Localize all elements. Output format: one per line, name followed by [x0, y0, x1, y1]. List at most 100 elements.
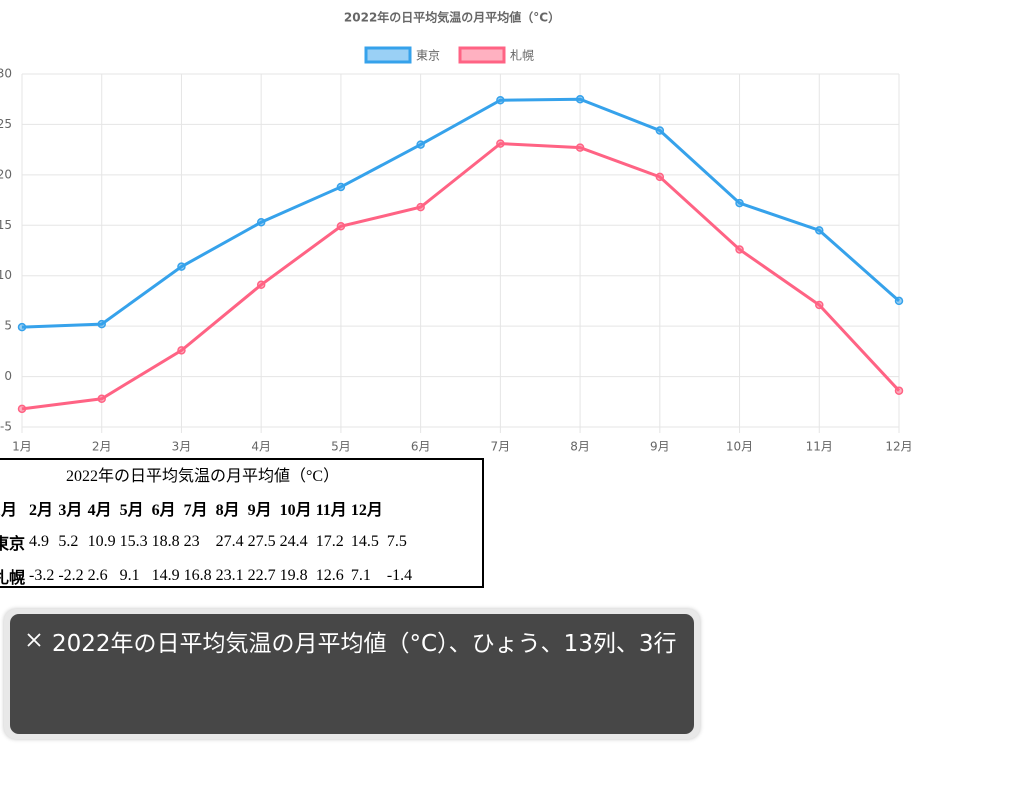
table-cell: 17.2 — [315, 533, 344, 550]
point — [256, 218, 266, 227]
column-header: 7月 — [183, 502, 208, 519]
column-header: 2月 — [29, 502, 54, 519]
row-header: 東京 — [0, 536, 26, 553]
table-cell: 22.7 — [247, 567, 276, 584]
table-title: 2022年の日平均気温の月平均値（°C） — [66, 468, 340, 485]
table-cell: -1.4 — [386, 567, 413, 584]
point — [575, 94, 585, 104]
x-tick-label: 2月 — [92, 440, 112, 454]
table: 2022年の日平均気温の月平均値（°C） 1月2月3月4月5月6月7月8月9月1… — [0, 460, 415, 594]
x-tick-label: 1月 — [12, 440, 32, 454]
table-cell: 9.1 — [119, 567, 140, 584]
point — [894, 296, 904, 306]
table-cell: 18.8 — [151, 533, 180, 550]
row-header: 札幌 — [0, 570, 26, 587]
column-header: 12月 — [350, 502, 383, 519]
x-tick-label: 11月 — [806, 440, 833, 454]
y-tick-label: 20 — [0, 167, 12, 181]
point — [336, 182, 346, 192]
x-tick-label: 12月 — [885, 440, 912, 454]
table-cell: 5.2 — [58, 533, 79, 550]
column-header: 6月 — [151, 502, 176, 519]
point — [496, 139, 505, 148]
point — [336, 222, 346, 231]
table-cell: 19.8 — [279, 567, 308, 584]
caption-panel: 2022年の日平均気温の月平均値（°C）、ひょう、13列、3行 — [10, 614, 694, 734]
table-cell: 12.6 — [315, 567, 344, 584]
table-cell: 15.3 — [119, 533, 148, 550]
point — [97, 394, 106, 404]
table-cell: 7.1 — [350, 567, 371, 584]
table-cell: 7.5 — [386, 533, 407, 550]
column-header: 11月 — [315, 502, 347, 519]
point — [177, 262, 186, 271]
table-cell: -3.2 — [29, 567, 55, 584]
point — [17, 322, 27, 332]
point — [177, 346, 186, 355]
table-cell: 10.9 — [87, 533, 116, 550]
point — [655, 126, 665, 135]
table-cell: 27.4 — [215, 533, 244, 550]
series-line — [21, 142, 901, 411]
series-line — [21, 97, 900, 329]
point — [97, 319, 106, 329]
table-cell: 27.5 — [247, 533, 276, 550]
point — [416, 140, 425, 149]
point — [416, 202, 425, 212]
y-tick-label: -5 — [0, 420, 12, 434]
point — [894, 386, 904, 395]
column-header: 3月 — [58, 502, 83, 519]
point — [17, 404, 27, 414]
column-header: 1月 — [0, 502, 18, 519]
data-table: 2022年の日平均気温の月平均値（°C） 1月2月3月4月5月6月7月8月9月1… — [0, 458, 484, 588]
point — [575, 143, 585, 152]
legend-label: 札幌 — [510, 48, 534, 63]
table-cell: 2.6 — [87, 567, 108, 584]
point — [735, 245, 744, 254]
table-cell: 23 — [183, 533, 200, 550]
y-tick-label: 15 — [0, 218, 12, 232]
voiceover-caption: 2022年の日平均気温の月平均値（°C）、ひょう、13列、3行 — [4, 609, 700, 739]
legend-label: 東京 — [416, 49, 440, 63]
caption-text: 2022年の日平均気温の月平均値（°C）、ひょう、13列、3行 — [52, 631, 677, 657]
table-cell: 24.4 — [279, 533, 308, 550]
table-cell: 16.8 — [183, 567, 212, 584]
column-header: 8月 — [215, 502, 240, 519]
y-tick-label: 0 — [4, 369, 12, 383]
column-header: 5月 — [119, 502, 144, 519]
x-tick-label: 8月 — [570, 440, 590, 454]
point — [815, 300, 824, 310]
point — [496, 95, 505, 105]
close-button[interactable] — [26, 632, 42, 648]
table-cell: 4.9 — [29, 533, 50, 550]
y-tick-label: 10 — [0, 268, 12, 282]
table-cell: 14.5 — [350, 533, 379, 550]
x-tick-label: 7月 — [491, 440, 511, 454]
chart: 2022年の日平均気温の月平均値（°C） -5 0 5 10 15 20 25 30 1月 2月 3… — [0, 10, 913, 454]
column-header: 10月 — [279, 502, 312, 519]
column-header: 9月 — [247, 502, 272, 519]
chart-title: 2022年の日平均気温の月平均値（°C） — [344, 10, 560, 25]
x-tick-label: 9月 — [650, 440, 670, 454]
y-tick-label: 5 — [4, 319, 12, 333]
legend-swatch — [458, 46, 506, 64]
y-tick-label: 25 — [0, 117, 12, 131]
point — [735, 198, 744, 208]
table-row: 札幌 -3.2 -2.2 2.6 9.1 14.9 16.8 23.1 22.7 19.8 12.6… — [0, 560, 413, 592]
table-body: 1月2月3月4月5月6月7月8月9月10月11月12月東京4.95.210.91… — [0, 492, 413, 592]
x-tick-label: 3月 — [172, 440, 192, 454]
point — [815, 226, 824, 235]
x-tick-label: 4月 — [251, 440, 271, 454]
legend-swatch — [364, 46, 412, 64]
table-row: 東京 4.9 5.2 10.9 15.3 18.8 23 27.4 27.5 24.4 17.2 14… — [0, 526, 413, 558]
x-tick-label: 10月 — [726, 440, 753, 454]
column-header: 4月 — [87, 502, 112, 519]
y-tick-label: 30 — [0, 67, 12, 81]
point — [256, 280, 266, 290]
point — [655, 172, 665, 182]
table-cell: 14.9 — [151, 567, 180, 584]
x-tick-label: 6月 — [411, 440, 431, 454]
table-cell: 23.1 — [215, 567, 244, 584]
